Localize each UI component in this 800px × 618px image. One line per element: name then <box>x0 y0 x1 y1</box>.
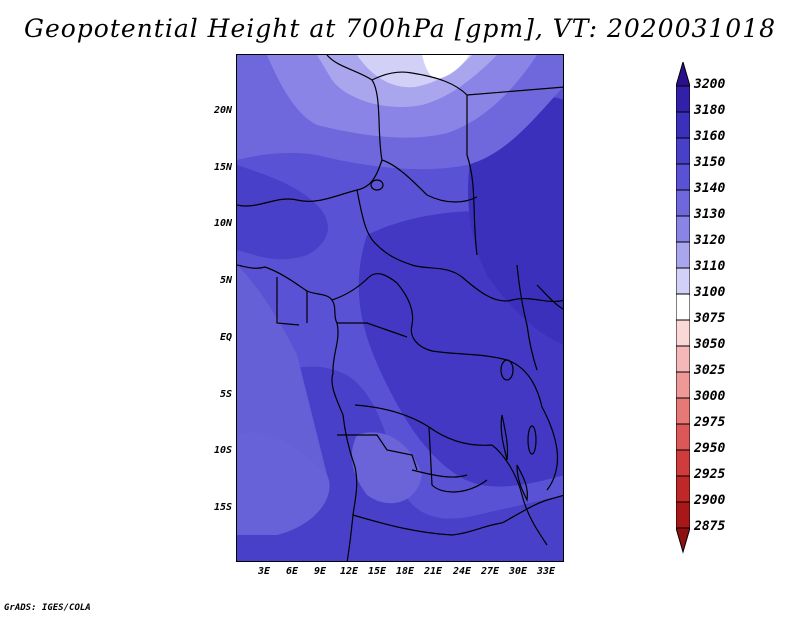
colorbar-bottom-arrow <box>676 527 690 554</box>
colorbar-level-label: 3025 <box>694 363 726 378</box>
map-panel <box>236 54 564 562</box>
colorbar <box>676 62 690 554</box>
field-east-band <box>468 92 563 345</box>
colorbar-level-label: 3160 <box>694 129 726 144</box>
field-south-lobe <box>351 432 422 504</box>
field-north-band-5 <box>422 55 469 79</box>
colorbar-level-label: 3100 <box>694 285 726 300</box>
lat-label: 5N <box>219 275 232 286</box>
colorbar-level-label: 3140 <box>694 181 726 196</box>
lat-label: 15N <box>213 162 232 173</box>
lon-label: 21E <box>423 566 443 577</box>
colorbar-level-label: 2975 <box>694 415 726 430</box>
colorbar-level-label: 3000 <box>694 389 726 404</box>
lat-label: 10S <box>213 445 232 456</box>
colorbar-top-arrow <box>676 62 690 87</box>
lon-label: 9E <box>313 566 327 577</box>
lon-label: 12E <box>339 566 359 577</box>
lon-label: 27E <box>480 566 500 577</box>
lon-label: 3E <box>257 566 271 577</box>
colorbar-level-label: 3120 <box>694 233 726 248</box>
colorbar-level-label: 2950 <box>694 441 726 456</box>
colorbar-level-label: 3075 <box>694 311 726 326</box>
colorbar-segment <box>676 293 690 321</box>
colorbar-level-label: 2925 <box>694 467 726 482</box>
country-borders <box>237 55 563 561</box>
colorbar-level-label: 3050 <box>694 337 726 352</box>
colorbar-segment <box>676 371 690 399</box>
lat-label: 15S <box>213 502 232 513</box>
field-northwest-patch <box>237 165 328 260</box>
colorbar-level-label: 3130 <box>694 207 726 222</box>
colorbar-segment <box>676 397 690 425</box>
lon-label: 24E <box>452 566 472 577</box>
lon-label: 6E <box>285 566 299 577</box>
colorbar-level-label: 3200 <box>694 77 726 92</box>
lakes <box>370 179 537 503</box>
colorbar-segment <box>676 189 690 217</box>
height-field-map <box>237 55 563 561</box>
chart-title: Geopotential Height at 700hPa [gpm], VT:… <box>23 14 777 43</box>
lon-label: 33E <box>536 566 556 577</box>
lat-label: 5S <box>219 389 232 400</box>
lat-label: 10N <box>213 218 232 229</box>
colorbar-segment <box>676 137 690 165</box>
lat-label: 20N <box>213 105 232 116</box>
field-south-band <box>237 366 563 561</box>
colorbar-segment <box>676 345 690 373</box>
lon-label: 15E <box>367 566 387 577</box>
colorbar-segment <box>676 501 690 529</box>
grads-credit: GrADS: IGES/COLA <box>4 603 91 613</box>
colorbar-level-label: 2875 <box>694 519 726 534</box>
colorbar-segment <box>676 163 690 191</box>
colorbar-segment <box>676 475 690 503</box>
colorbar-segment <box>676 449 690 477</box>
colorbar-segment <box>676 267 690 295</box>
field-west-coast <box>237 265 327 487</box>
colorbar-level-label: 3150 <box>694 155 726 170</box>
colorbar-level-label: 3180 <box>694 103 726 118</box>
colorbar-segment <box>676 215 690 243</box>
colorbar-level-label: 2900 <box>694 493 726 508</box>
colorbar-segment <box>676 319 690 347</box>
colorbar-level-label: 3110 <box>694 259 726 274</box>
lon-label: 18E <box>395 566 415 577</box>
lon-label: 30E <box>508 566 528 577</box>
colorbar-segment <box>676 241 690 269</box>
field-southwest <box>237 432 330 535</box>
colorbar-segment <box>676 111 690 139</box>
colorbar-segment <box>676 423 690 451</box>
lat-label: EQ <box>219 332 232 343</box>
colorbar-segment <box>676 85 690 113</box>
